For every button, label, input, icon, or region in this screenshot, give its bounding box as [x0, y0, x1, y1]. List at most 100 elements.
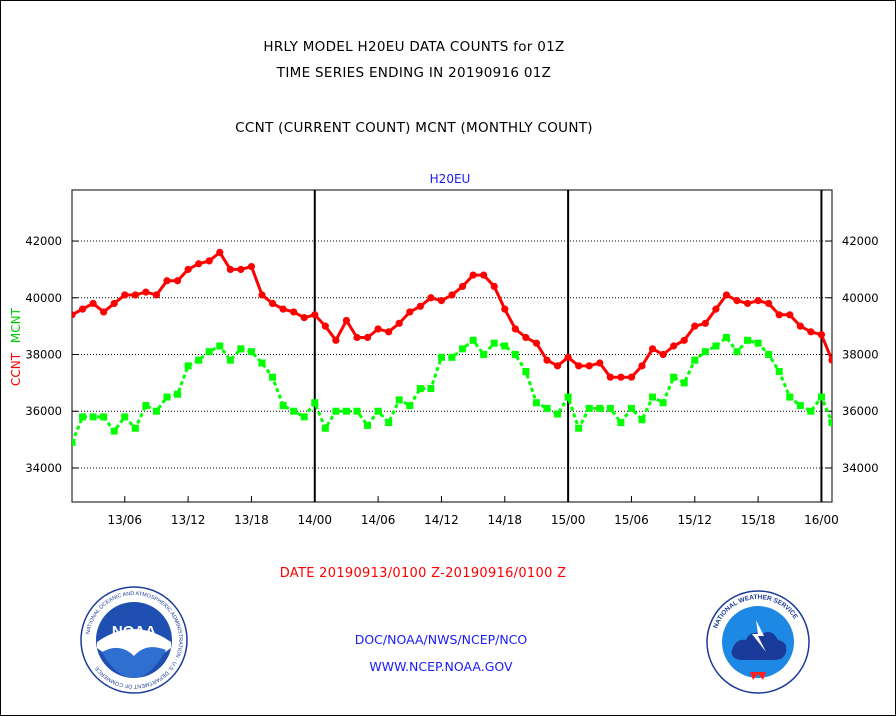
y-tick-label-left: 36000	[25, 404, 62, 418]
data-point-ccnt	[458, 282, 467, 291]
series-ccnt	[72, 248, 832, 381]
data-point-ccnt	[216, 248, 224, 256]
data-point-mcnt	[828, 419, 832, 427]
data-point-ccnt	[205, 257, 213, 265]
data-point-mcnt	[142, 402, 150, 410]
org-link[interactable]: DOC/NOAA/NWS/NCEP/NCO	[354, 632, 528, 647]
data-point-mcnt	[321, 424, 329, 432]
data-point-mcnt	[638, 416, 646, 424]
y-tick-label-left: 38000	[25, 348, 62, 362]
data-point-ccnt	[627, 373, 636, 381]
data-point-mcnt	[258, 359, 266, 367]
data-point-mcnt	[110, 427, 118, 435]
data-point-mcnt	[342, 407, 350, 415]
data-point-ccnt	[638, 362, 646, 370]
data-point-mcnt	[406, 402, 414, 410]
data-point-mcnt	[247, 348, 255, 356]
data-point-mcnt	[152, 407, 160, 415]
data-point-ccnt	[290, 308, 298, 316]
data-point-mcnt	[596, 404, 604, 412]
data-point-mcnt	[395, 396, 403, 404]
data-point-ccnt	[659, 350, 667, 359]
y-tick-label-left: 40000	[25, 291, 62, 305]
data-point-ccnt	[195, 260, 203, 268]
data-point-ccnt	[173, 277, 182, 285]
data-point-mcnt	[807, 407, 815, 415]
data-point-ccnt	[142, 288, 150, 296]
data-point-ccnt	[163, 277, 171, 285]
data-point-mcnt	[385, 419, 393, 427]
data-point-mcnt	[670, 373, 678, 381]
data-point-ccnt	[691, 322, 699, 330]
data-point-mcnt	[195, 356, 203, 364]
data-point-mcnt	[374, 407, 382, 415]
plot-area	[71, 189, 833, 503]
y-tick-label-right: 40000	[842, 291, 879, 305]
y-tick-label-left: 34000	[25, 461, 62, 475]
data-point-mcnt	[722, 333, 730, 341]
data-point-ccnt	[670, 342, 678, 350]
data-point-ccnt	[406, 308, 414, 316]
data-point-mcnt	[585, 404, 593, 412]
y-tick-label-right: 42000	[842, 234, 879, 248]
data-point-ccnt	[501, 305, 509, 313]
data-point-mcnt	[437, 353, 445, 361]
data-point-ccnt	[807, 328, 815, 336]
data-point-mcnt	[279, 402, 287, 410]
data-point-mcnt	[712, 342, 720, 350]
data-point-ccnt	[617, 373, 625, 381]
data-point-mcnt	[131, 424, 139, 432]
data-point-ccnt	[152, 291, 161, 299]
y-axis-label-text: CCNT MCNT	[9, 307, 23, 386]
data-point-mcnt	[501, 342, 509, 350]
data-point-mcnt	[184, 362, 192, 370]
data-point-mcnt	[121, 413, 129, 421]
data-point-ccnt	[490, 282, 498, 291]
data-point-ccnt	[733, 297, 741, 305]
data-point-mcnt	[416, 385, 424, 393]
data-point-mcnt	[490, 339, 498, 347]
data-point-ccnt	[596, 359, 604, 367]
data-point-mcnt	[744, 336, 752, 344]
data-point-mcnt	[205, 348, 213, 356]
data-point-mcnt	[617, 419, 625, 427]
data-point-ccnt	[722, 291, 731, 299]
y-tick-label-right: 38000	[842, 348, 879, 362]
data-point-ccnt	[564, 353, 572, 361]
data-point-mcnt	[237, 345, 245, 353]
data-point-ccnt	[78, 305, 87, 313]
data-point-ccnt	[342, 316, 351, 325]
data-point-mcnt	[100, 413, 108, 421]
data-point-mcnt	[290, 407, 298, 415]
data-point-ccnt	[385, 328, 393, 336]
data-point-mcnt	[226, 356, 234, 364]
data-point-mcnt	[775, 368, 783, 376]
data-point-mcnt	[174, 390, 182, 398]
star-icon	[750, 672, 766, 680]
panel-title: H20EU	[430, 172, 471, 186]
data-point-mcnt	[353, 407, 361, 415]
line-chart: 34000 34000 36000 36000 38000 38000 40000 40000…	[9, 172, 879, 527]
data-point-mcnt	[522, 368, 530, 376]
data-point-ccnt	[121, 291, 129, 299]
data-point-ccnt	[247, 262, 256, 271]
data-point-ccnt	[311, 311, 319, 319]
data-point-mcnt	[459, 345, 467, 353]
y-axis-ticks: 34000 34000 36000 36000 38000 38000 40000 40000…	[25, 234, 878, 475]
website-link[interactable]: WWW.NCEP.NOAA.GOV	[369, 659, 513, 674]
data-point-mcnt	[72, 438, 76, 446]
nws-logo: NATIONAL WEATHER SERVICE	[706, 590, 810, 694]
data-point-ccnt	[321, 322, 329, 330]
x-tick-label: 13/12	[171, 513, 206, 527]
y-tick-label-left: 42000	[25, 234, 62, 248]
data-point-ccnt	[575, 362, 583, 370]
data-point-ccnt	[796, 322, 804, 330]
data-point-mcnt	[627, 404, 635, 412]
data-point-ccnt	[110, 299, 118, 308]
data-point-ccnt	[448, 291, 456, 299]
y-axis-label-ccnt: CCNT	[9, 352, 23, 386]
series-mcnt	[72, 333, 832, 446]
x-tick-label: 16/00	[804, 513, 839, 527]
data-point-ccnt	[89, 299, 97, 308]
data-point-ccnt	[300, 314, 308, 322]
